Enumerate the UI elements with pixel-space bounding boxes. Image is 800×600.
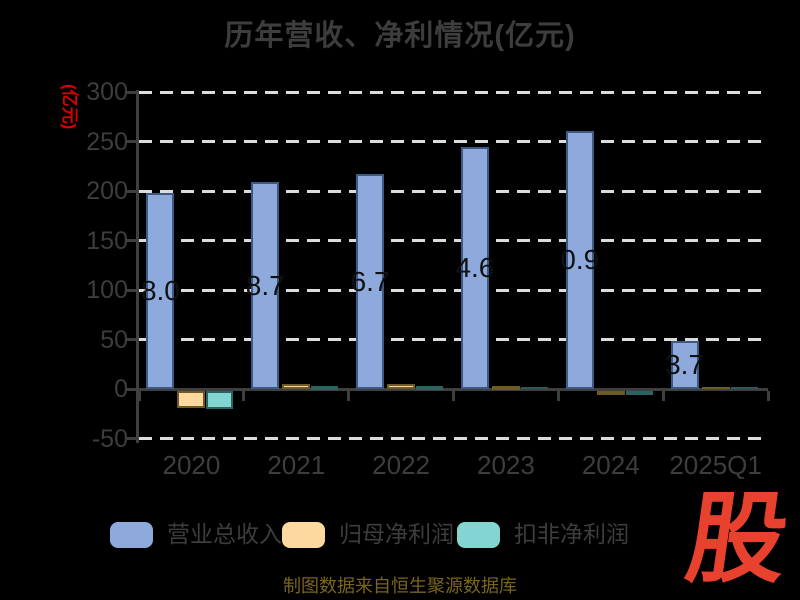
y-axis-label-100: 100 <box>86 276 128 304</box>
y-axis-label-300: 300 <box>86 78 128 106</box>
gridline-50 <box>139 338 768 341</box>
bar-deducted_net_profit-2022 <box>416 386 444 391</box>
gridline-200 <box>139 189 768 193</box>
legend-swatch-net-profit <box>282 521 325 548</box>
gridline--50 <box>139 437 768 440</box>
bar-revenue-2023 <box>460 146 489 389</box>
y-tick-0 <box>127 387 139 391</box>
y-tick-100 <box>127 288 139 292</box>
y-tick--50 <box>127 437 139 440</box>
bar-value-label-2023: 4.6 <box>455 251 495 283</box>
bar-deducted_net_profit-2021 <box>311 386 339 391</box>
x-axis-label-2025Q1: 2025Q1 <box>669 450 762 480</box>
bar-deducted_net_profit-2020 <box>206 390 234 410</box>
gridline-150 <box>139 239 768 242</box>
bar-value-label-2021: 8.7 <box>245 269 285 301</box>
x-tick-3 <box>452 390 455 401</box>
x-axis-label-2020: 2020 <box>162 450 221 480</box>
legend-item-revenue[interactable]: 营业总收入 <box>110 521 282 548</box>
gridline-100 <box>139 288 768 292</box>
bar-revenue-2025Q1 <box>670 341 699 389</box>
x-axis-label-2021: 2021 <box>267 450 326 480</box>
legend-item-net-profit[interactable]: 归母净利润 <box>282 521 454 548</box>
bar-net_profit-2024 <box>596 390 625 395</box>
y-axis-label-200: 200 <box>86 177 128 205</box>
y-tick-200 <box>127 189 139 193</box>
legend-swatch-deducted-net-profit <box>457 521 500 548</box>
legend-swatch-revenue <box>110 521 153 548</box>
bar-net_profit-2023 <box>491 386 520 391</box>
y-tick-150 <box>127 239 139 242</box>
x-tick-0 <box>137 390 141 401</box>
y-axis-line <box>136 90 139 443</box>
bar-net_profit-2022 <box>387 384 416 389</box>
x-tick-5 <box>661 390 665 401</box>
gridline-250 <box>139 140 768 143</box>
y-axis-label-150: 150 <box>86 226 128 255</box>
legend-label-net-profit: 归母净利润 <box>339 521 454 547</box>
y-axis-label-250: 250 <box>86 127 128 156</box>
bar-net_profit-2020 <box>177 390 206 409</box>
bar-revenue-2024 <box>565 130 594 389</box>
bar-value-label-2024: 0.9 <box>560 243 600 275</box>
y-tick-300 <box>127 90 139 94</box>
source-note: 制图数据来自恒生聚源数据库 <box>283 576 517 596</box>
bar-net_profit-2025Q1 <box>701 387 730 389</box>
x-tick-1 <box>242 390 246 401</box>
x-axis-label-2024: 2024 <box>581 450 640 480</box>
x-tick-6 <box>766 390 770 401</box>
gridline-300 <box>139 90 768 94</box>
legend-label-deducted-net-profit: 扣非净利润 <box>514 521 629 547</box>
bar-deducted_net_profit-2025Q1 <box>730 387 758 389</box>
bar-deducted_net_profit-2024 <box>625 390 653 395</box>
bar-value-label-2022: 6.7 <box>350 265 390 297</box>
y-axis-label--50: -50 <box>91 424 128 453</box>
bar-revenue-2022 <box>356 174 385 389</box>
y-tick-250 <box>127 140 139 143</box>
bar-net_profit-2021 <box>282 384 311 389</box>
legend-item-deducted-net-profit[interactable]: 扣非净利润 <box>457 521 629 548</box>
bar-revenue-2020 <box>146 192 175 389</box>
bar-value-label-2020: 8.0 <box>140 274 180 306</box>
x-tick-2 <box>347 390 351 401</box>
x-axis-label-2022: 2022 <box>372 450 430 480</box>
x-tick-4 <box>556 390 560 401</box>
y-axis-label-50: 50 <box>100 325 128 354</box>
y-tick-50 <box>127 338 139 341</box>
legend-label-revenue: 营业总收入 <box>167 521 282 547</box>
bar-revenue-2021 <box>251 182 280 389</box>
bar-value-label-2025Q1: 3.7 <box>665 349 705 381</box>
watermark-logo: 股 <box>680 483 795 594</box>
x-axis-label-2023: 2023 <box>476 450 535 480</box>
x-axis-line <box>136 387 768 391</box>
chart-title: 历年营收、净利情况(亿元) <box>224 20 576 52</box>
y-axis-label-0: 0 <box>114 375 128 403</box>
bar-deducted_net_profit-2023 <box>520 387 548 389</box>
